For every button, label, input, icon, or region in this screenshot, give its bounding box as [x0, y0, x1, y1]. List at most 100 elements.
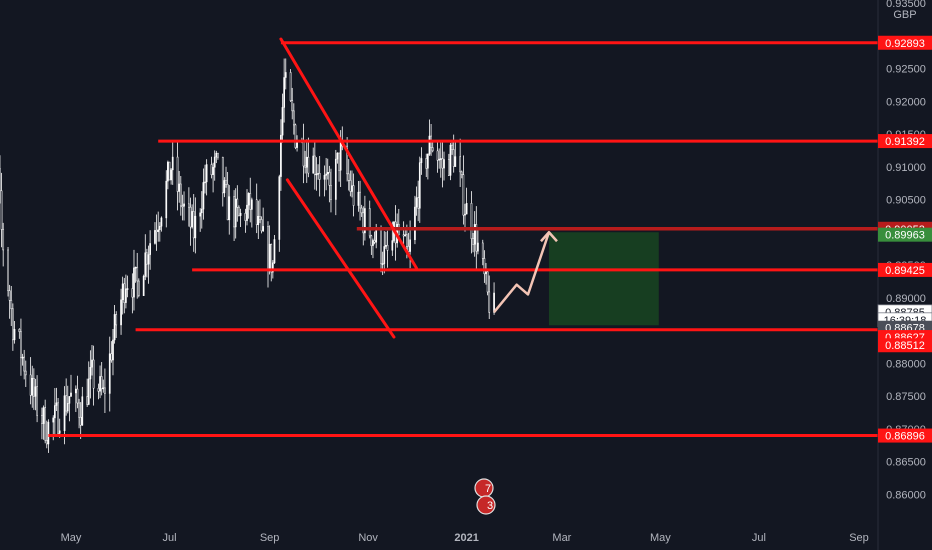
candle-body — [244, 212, 247, 221]
candle-body — [47, 421, 50, 445]
candles-layer — [0, 58, 495, 453]
candle-body — [349, 180, 352, 192]
candle-body — [126, 288, 129, 290]
price-tag-label: 0.91392 — [885, 136, 925, 148]
candle-body — [13, 328, 16, 341]
candle-body — [383, 246, 386, 264]
currency-label: GBP — [893, 9, 916, 21]
candle-body — [176, 156, 179, 192]
candle-body — [144, 252, 147, 277]
candle-body — [465, 202, 468, 215]
candle-body — [296, 141, 298, 148]
candle-body — [87, 378, 90, 405]
candle-body — [0, 190, 3, 230]
event-badge-count: 3 — [487, 500, 493, 512]
candle-body — [409, 239, 411, 252]
candle-body — [289, 72, 292, 101]
candle-body — [417, 197, 420, 209]
candle-body — [0, 168, 1, 192]
time-axis[interactable]: May Jul Sep Nov 2021 Mar May Jul Sep — [61, 532, 869, 544]
candle-body — [364, 208, 366, 234]
y-tick-label: 0.86500 — [886, 457, 926, 469]
candle-body — [273, 239, 276, 264]
candle-body — [204, 181, 206, 184]
candle-body — [194, 215, 197, 239]
candle-body — [304, 165, 306, 168]
candle-body — [362, 212, 365, 234]
candle-body — [112, 339, 114, 361]
candle-body — [391, 240, 394, 251]
candle-body — [441, 158, 444, 169]
candle-body — [149, 243, 151, 255]
x-tick-label: Nov — [358, 532, 378, 544]
candle-body — [249, 193, 252, 210]
candle-body — [110, 353, 113, 361]
candle-body — [302, 139, 305, 167]
candle-body — [31, 377, 34, 396]
candle-body — [347, 173, 350, 181]
candle-body — [313, 155, 316, 176]
candle-body — [380, 229, 382, 264]
candle-body — [92, 359, 95, 389]
projection-path — [493, 231, 551, 313]
y-tick-label: 0.86000 — [886, 489, 926, 501]
channel-line — [279, 37, 419, 270]
candle-body — [167, 161, 169, 182]
candle-body — [451, 144, 453, 150]
candle-body — [470, 202, 473, 239]
candle-body — [338, 152, 340, 171]
event-badges-layer: 73 — [474, 478, 496, 515]
candle-body — [181, 205, 184, 208]
price-tag — [878, 262, 932, 277]
candle-body — [205, 164, 208, 183]
candle-body — [280, 134, 282, 177]
candle-body — [131, 288, 134, 298]
price-tag — [878, 428, 932, 443]
candle-body — [91, 359, 93, 368]
price-tag-label: 0.89425 — [885, 265, 925, 277]
candle-body — [45, 439, 48, 445]
price-tag-label: 0.86896 — [885, 431, 925, 443]
price-tag — [878, 338, 932, 353]
candle-body — [115, 314, 118, 326]
y-tick-label: 0.87500 — [886, 391, 926, 403]
candle-body — [312, 155, 315, 174]
event-badge-icon — [476, 495, 496, 515]
candle-body — [236, 198, 239, 208]
candle-body — [234, 198, 237, 228]
y-tick-label: 0.90500 — [886, 195, 926, 207]
x-tick-label: Sep — [260, 532, 280, 544]
candle-body — [221, 156, 224, 194]
candle-body — [65, 395, 68, 412]
event-badge-count: 7 — [485, 483, 491, 495]
candle-body — [171, 156, 174, 171]
candle-body — [36, 386, 38, 416]
candle-body — [323, 175, 326, 180]
projection-arrowhead — [540, 231, 558, 243]
candle-body — [283, 77, 285, 108]
candle-body — [448, 159, 450, 176]
candle-body — [24, 370, 27, 376]
candle-body — [271, 262, 274, 273]
y-tick-label: 0.91000 — [886, 162, 926, 174]
candle-body — [54, 405, 56, 419]
candle-body — [168, 161, 171, 181]
candle-body — [481, 242, 484, 259]
candle-body — [233, 196, 235, 228]
candle-body — [183, 203, 185, 207]
candle-body — [58, 430, 61, 434]
candle-body — [104, 387, 106, 394]
candle-body — [385, 244, 387, 247]
candle-body — [372, 240, 374, 246]
candle-body — [210, 164, 213, 175]
candle-body — [99, 376, 101, 392]
candle-body — [147, 254, 150, 265]
candle-body — [370, 235, 373, 246]
candle-body — [142, 276, 145, 296]
candle-body — [165, 180, 168, 219]
candle-body — [262, 226, 265, 232]
candle-body — [267, 226, 269, 270]
candle-body — [178, 183, 181, 192]
candle-body — [472, 238, 474, 245]
